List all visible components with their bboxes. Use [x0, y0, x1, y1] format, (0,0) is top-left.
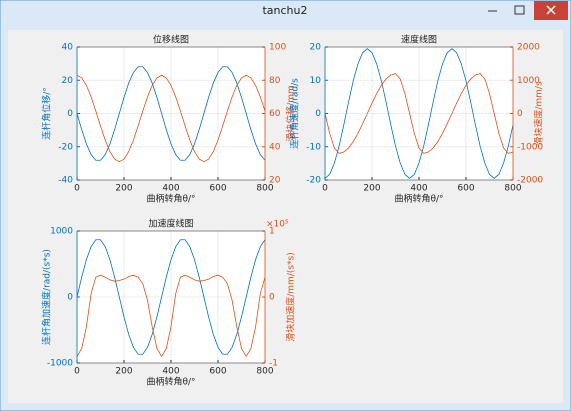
- y2-tick-label: -2000: [517, 176, 543, 186]
- x-axis-label: 曲柄转角θ/°: [394, 193, 443, 205]
- data-line: [324, 73, 514, 154]
- minimize-button[interactable]: [480, 1, 506, 20]
- x-tick-label: 800: [504, 184, 521, 194]
- x-tick-label: 800: [256, 184, 273, 194]
- y-tick-label: -20: [306, 176, 321, 186]
- y-axis-label: 连杆角速度/rad/s: [289, 78, 301, 149]
- x-tick-label: 200: [363, 184, 380, 194]
- y2-axis-label: 滑块加速度/mm/(s*s): [285, 252, 297, 342]
- y2-exponent: ×10⁵: [266, 220, 289, 230]
- y-tick-label: 20: [62, 76, 74, 86]
- y2-tick-label: -1000: [517, 142, 543, 152]
- y-tick-label: -1000: [47, 359, 73, 369]
- y-tick-label: 40: [62, 43, 74, 53]
- x-tick-label: 200: [115, 184, 132, 194]
- y2-tick-label: 100: [269, 43, 286, 53]
- y-axis-label: 连杆角加速度/rad/(s*s): [41, 249, 53, 345]
- x-tick-label: 600: [209, 367, 226, 377]
- y-axis-label: 连杆角位移/°: [41, 87, 53, 140]
- chart-title: 加速度线图: [148, 218, 193, 230]
- y2-tick-label: 40: [269, 142, 281, 152]
- close-button[interactable]: [534, 1, 568, 20]
- data-line: [76, 239, 266, 355]
- x-tick-label: 400: [162, 184, 179, 194]
- x-tick-label: 0: [74, 184, 80, 194]
- y2-axis-label: 滑块位移/mm: [285, 85, 297, 142]
- y-tick-label: 1000: [50, 227, 73, 237]
- y-tick-label: 0: [67, 109, 73, 119]
- x-tick-label: 600: [209, 184, 226, 194]
- x-axis-label: 曲柄转角θ/°: [146, 193, 195, 205]
- y-tick-label: 0: [315, 109, 321, 119]
- y2-tick-label: -1: [269, 359, 278, 369]
- x-tick-label: 0: [322, 184, 328, 194]
- y2-tick-label: 2000: [517, 43, 540, 53]
- y2-tick-label: 1000: [517, 76, 540, 86]
- data-line: [76, 74, 266, 163]
- x-tick-label: 200: [115, 367, 132, 377]
- y2-tick-label: 80: [269, 76, 281, 86]
- x-tick-label: 400: [162, 367, 179, 377]
- data-line: [324, 48, 514, 179]
- data-line: [76, 274, 266, 358]
- window-title: tanchu2: [262, 4, 307, 17]
- y-tick-label: -20: [58, 142, 73, 152]
- y-tick-label: 0: [67, 293, 73, 303]
- y2-tick-label: 1: [269, 227, 275, 237]
- y2-tick-label: 60: [269, 109, 281, 119]
- chart-title: 速度线图: [401, 34, 437, 46]
- y-tick-label: -40: [58, 176, 73, 186]
- y2-tick-label: 20: [269, 176, 281, 186]
- x-tick-label: 800: [256, 367, 273, 377]
- y2-tick-label: 0: [269, 293, 275, 303]
- y-tick-label: -10: [306, 142, 321, 152]
- y-tick-label: 10: [310, 76, 322, 86]
- chart-title: 位移线图: [153, 34, 189, 46]
- y2-axis-label: 滑块速度/mm/s: [533, 81, 545, 146]
- x-tick-label: 400: [410, 184, 427, 194]
- x-axis-label: 曲柄转角θ/°: [146, 376, 195, 388]
- maximize-button[interactable]: [507, 1, 533, 20]
- x-tick-label: 600: [457, 184, 474, 194]
- x-tick-label: 0: [74, 367, 80, 377]
- y-tick-label: 20: [310, 43, 322, 53]
- y2-tick-label: 0: [517, 109, 523, 119]
